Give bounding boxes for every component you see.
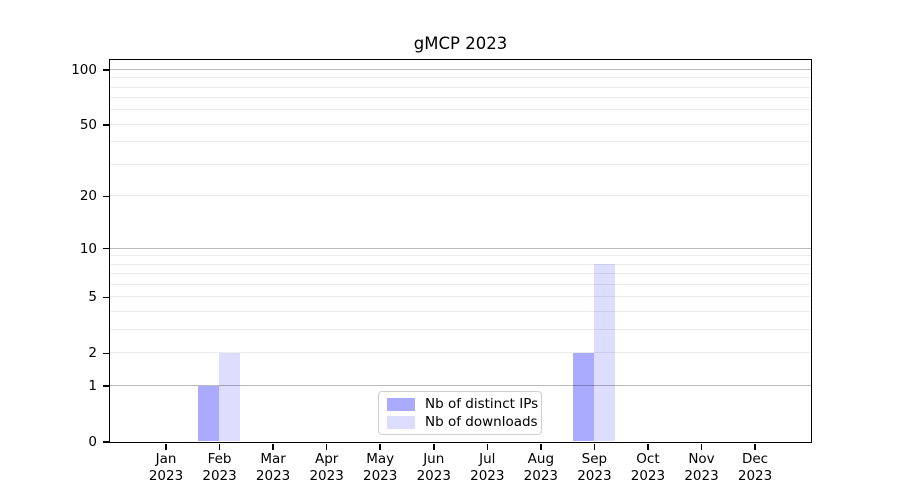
- x-axis-tick-label: Jun 2023: [416, 451, 451, 484]
- y-tick-mark: [102, 124, 109, 126]
- y-tick-mark: [102, 195, 109, 198]
- x-axis-tick-label: May 2023: [363, 451, 398, 484]
- x-tick-mark: [218, 443, 221, 450]
- x-axis-tick-label: Aug 2023: [523, 451, 559, 484]
- minor-gridline: [109, 86, 811, 88]
- minor-gridline: [109, 195, 811, 197]
- legend-label-downloads: Nb of downloads: [425, 414, 538, 430]
- minor-gridline: [109, 311, 811, 313]
- y-axis-tick-label: 20: [79, 188, 97, 205]
- x-axis-tick-label: Oct 2023: [630, 451, 666, 484]
- x-tick-mark: [700, 443, 703, 450]
- x-tick-mark: [379, 443, 381, 450]
- minor-gridline: [109, 123, 811, 125]
- y-tick-mark: [102, 352, 109, 355]
- minor-gridline: [109, 263, 811, 265]
- y-tick-mark: [102, 441, 109, 443]
- minor-gridline: [109, 273, 811, 275]
- x-tick-mark: [593, 443, 596, 450]
- legend-swatch-downloads: [387, 415, 415, 429]
- bar-downloads: [593, 264, 615, 442]
- y-tick-mark: [102, 385, 109, 387]
- legend: Nb of distinct IPs Nb of downloads: [378, 391, 542, 435]
- y-axis-tick-label: 2: [88, 345, 97, 362]
- x-axis-tick-label: Mar 2023: [255, 451, 291, 484]
- minor-gridline: [109, 352, 811, 354]
- legend-entry-downloads: Nb of downloads: [387, 415, 538, 429]
- x-tick-mark: [432, 443, 435, 450]
- x-axis-tick-label: Sep 2023: [577, 451, 612, 484]
- x-axis-tick-label: Jan 2023: [148, 451, 184, 484]
- x-tick-mark: [272, 443, 274, 450]
- y-axis-tick-label: 100: [71, 61, 97, 78]
- legend-entry-distinct-ips: Nb of distinct IPs: [387, 397, 538, 411]
- y-axis-tick-label: 10: [79, 240, 97, 257]
- legend-swatch-distinct-ips: [387, 397, 415, 411]
- major-gridline: [109, 247, 811, 249]
- minor-gridline: [109, 109, 811, 111]
- major-gridline: [109, 68, 811, 70]
- x-tick-mark: [754, 443, 756, 450]
- x-axis-tick-label: Jul 2023: [470, 451, 505, 484]
- minor-gridline: [109, 284, 811, 286]
- y-axis-tick-label: 1: [88, 378, 97, 395]
- y-axis-tick-label: 5: [88, 289, 97, 306]
- y-tick-mark: [102, 68, 109, 71]
- major-gridline: [109, 385, 811, 387]
- chart-title: gMCP 2023: [413, 34, 508, 53]
- x-tick-mark: [486, 443, 489, 450]
- y-tick-mark: [102, 247, 109, 250]
- bar-distinct-ips: [198, 385, 220, 442]
- legend-label-distinct-ips: Nb of distinct IPs: [425, 396, 539, 412]
- minor-gridline: [109, 164, 811, 166]
- plot-area: [108, 58, 812, 443]
- minor-gridline: [109, 141, 811, 143]
- minor-gridline: [109, 329, 811, 331]
- minor-gridline: [109, 97, 811, 99]
- x-tick-mark: [540, 443, 542, 450]
- x-axis-tick-label: Feb 2023: [202, 451, 237, 484]
- minor-gridline: [109, 296, 811, 298]
- x-axis-tick-label: Apr 2023: [309, 451, 344, 484]
- bar-distinct-ips: [572, 352, 594, 442]
- x-tick-mark: [325, 443, 328, 450]
- y-axis-tick-label: 50: [79, 116, 97, 133]
- y-tick-mark: [102, 296, 109, 299]
- y-axis-tick-label: 0: [88, 434, 97, 450]
- x-axis-tick-label: Nov 2023: [684, 451, 719, 484]
- x-tick-mark: [165, 443, 167, 450]
- x-axis-tick-label: Dec 2023: [737, 451, 773, 484]
- minor-gridline: [109, 255, 811, 257]
- minor-gridline: [109, 77, 811, 79]
- x-tick-mark: [647, 443, 649, 450]
- bar-downloads: [219, 352, 241, 442]
